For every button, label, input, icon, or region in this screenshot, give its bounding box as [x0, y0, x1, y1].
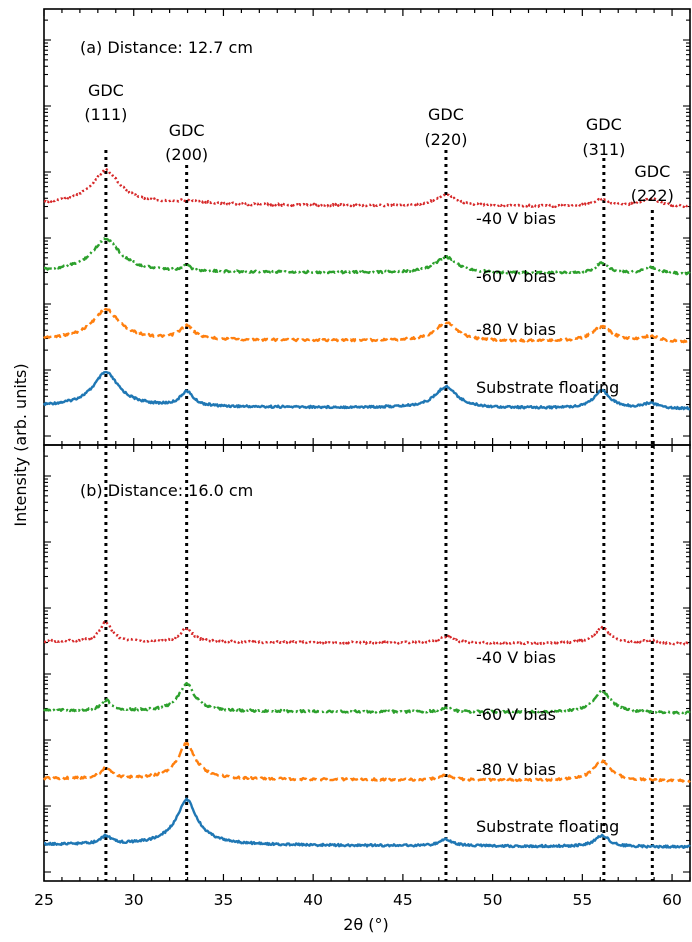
x-tick-label: 35	[214, 891, 234, 909]
series-label: -60 V bias	[476, 705, 556, 724]
x-tick-label: 45	[393, 891, 413, 909]
series-label: -40 V bias	[476, 648, 556, 667]
tick-marks	[43, 9, 691, 881]
peak-label-name: GDC	[169, 121, 205, 140]
x-tick-label: 25	[34, 891, 54, 909]
x-tick-label: 40	[303, 891, 323, 909]
peak-label-name: GDC	[634, 162, 670, 181]
peak-labels: GDC (111) GDC (200) GDC (220) GDC (311) GDC (222)	[84, 81, 673, 205]
x-tick-label: 30	[124, 891, 144, 909]
series-line	[43, 168, 691, 209]
peak-label-name: GDC	[428, 105, 464, 124]
peak-label-index: (111)	[84, 105, 127, 124]
y-axis-title: Intensity (arb. units)	[11, 363, 30, 526]
series-line	[42, 742, 691, 783]
series-label: -80 V bias	[476, 760, 556, 779]
panel-a-label: (a) Distance: 12.7 cm	[80, 38, 253, 57]
peak-label-index: (220)	[424, 130, 467, 149]
peak-label-name: GDC	[586, 115, 622, 134]
series-line	[43, 621, 691, 646]
peak-label-name: GDC	[88, 81, 124, 100]
series-label: -80 V bias	[476, 320, 556, 339]
x-tick-label: 60	[662, 891, 682, 909]
panel-b-label: (b) Distance: 16.0 cm	[80, 481, 253, 500]
x-tick-label: 50	[483, 891, 503, 909]
series-line	[42, 681, 691, 715]
x-axis-title: 2θ (°)	[343, 915, 389, 934]
series-line	[43, 797, 691, 849]
x-tick-label: 55	[572, 891, 592, 909]
series-label: -60 V bias	[476, 267, 556, 286]
series-line	[43, 307, 691, 344]
reference-lines	[104, 150, 654, 881]
peak-label-index: (222)	[631, 186, 674, 205]
series-label: Substrate floating	[476, 378, 619, 397]
peak-label-index: (311)	[582, 140, 625, 159]
data-curves	[42, 168, 691, 849]
x-tick-labels: 25 30 35 40 45 50 55 60	[34, 891, 682, 909]
series-label: -40 V bias	[476, 209, 556, 228]
series-line	[42, 370, 691, 411]
series-line	[43, 237, 691, 276]
series-label: Substrate floating	[476, 817, 619, 836]
peak-label-index: (200)	[165, 145, 208, 164]
curve-labels: Substrate floating -40 V bias -60 V bias -8…	[476, 209, 619, 836]
